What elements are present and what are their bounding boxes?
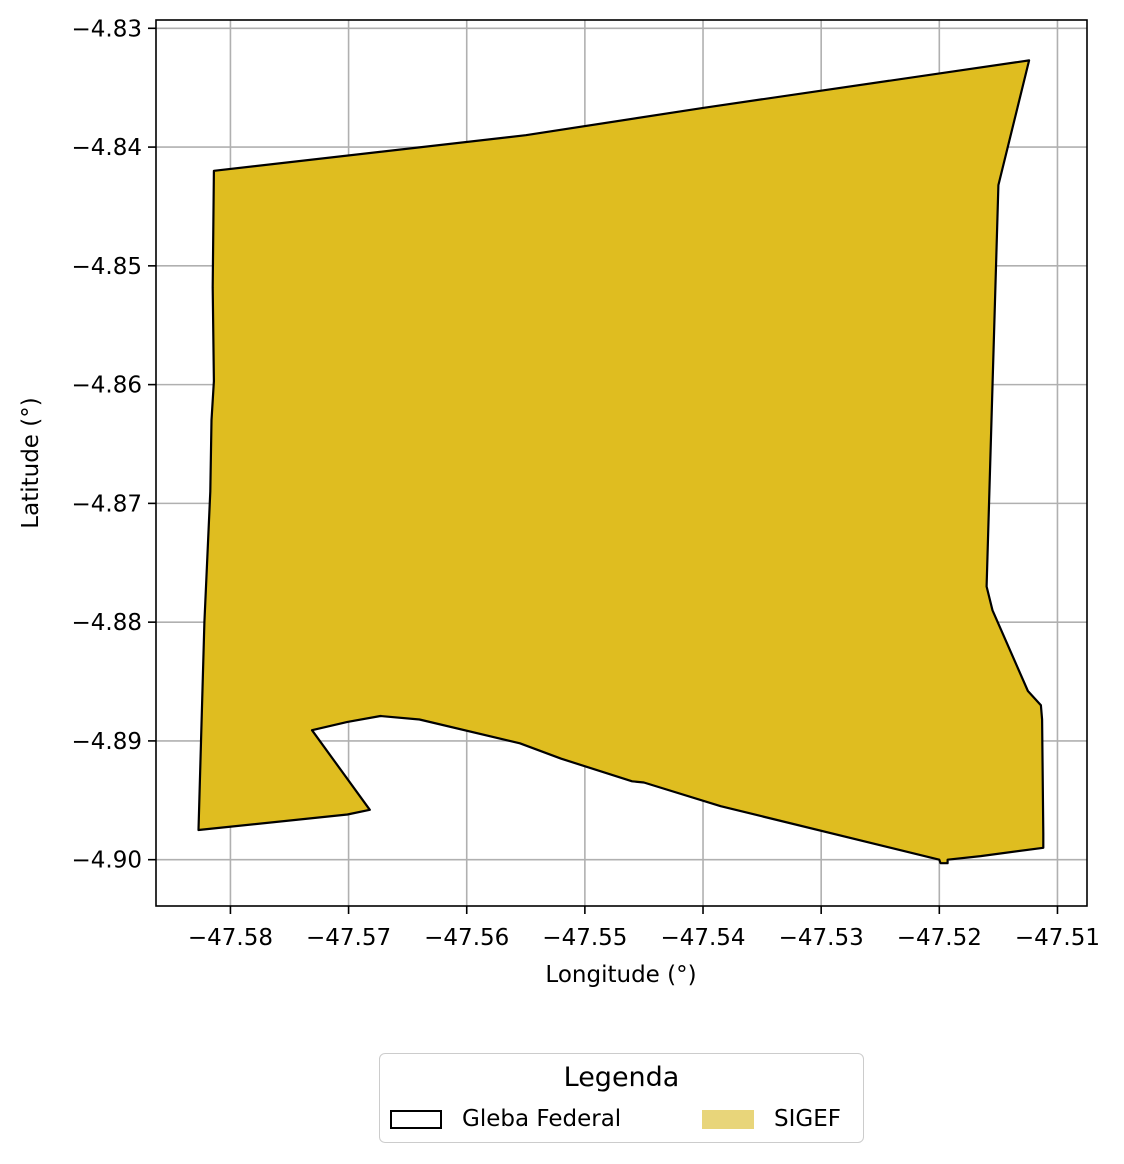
x-axis-label: Longitude (°) xyxy=(545,962,696,988)
legend-swatch-gleba-federal xyxy=(390,1109,442,1129)
plot-frame xyxy=(155,19,1088,907)
y-tick-label: −4.90 xyxy=(72,848,142,874)
y-tick-label: −4.86 xyxy=(72,373,142,399)
legend-label-gleba-federal: Gleba Federal xyxy=(462,1106,622,1132)
x-tick-label: −47.53 xyxy=(779,925,864,951)
x-tick-label: −47.58 xyxy=(188,925,273,951)
legend-title: Legenda xyxy=(563,1062,680,1093)
y-tick-label: −4.85 xyxy=(72,254,142,280)
y-tick-label: −4.84 xyxy=(72,135,142,161)
legend-label-sigef: SIGEF xyxy=(774,1106,841,1132)
sigef-polygon xyxy=(198,60,1044,864)
legend: Legenda Gleba Federal SIGEF xyxy=(379,1053,864,1143)
x-tick-label: −47.55 xyxy=(542,925,627,951)
legend-swatch-sigef xyxy=(702,1109,754,1129)
x-tick-label: −47.56 xyxy=(424,925,509,951)
y-tick-label: −4.83 xyxy=(72,16,142,42)
x-tick-label: −47.54 xyxy=(660,925,745,951)
y-axis-label: Latitude (°) xyxy=(18,397,44,528)
legend-item-gleba-federal: Gleba Federal xyxy=(390,1106,621,1132)
y-tick-label: −4.88 xyxy=(72,610,142,636)
legend-item-sigef: SIGEF xyxy=(702,1106,841,1132)
y-axis-ticks: −4.83 −4.84 −4.85 −4.86 −4.87 −4.88 −4.89 −4.90 xyxy=(72,16,156,874)
x-axis-ticks: −47.58 −47.57 −47.56 −47.55 −47.54 −47.53 −47.… xyxy=(188,906,1100,951)
y-tick-label: −4.87 xyxy=(72,491,142,517)
x-tick-label: −47.51 xyxy=(1015,925,1100,951)
y-tick-label: −4.89 xyxy=(72,729,142,755)
x-tick-label: −47.57 xyxy=(306,925,391,951)
x-tick-label: −47.52 xyxy=(897,925,982,951)
gleba-federal-outline xyxy=(197,59,1045,865)
